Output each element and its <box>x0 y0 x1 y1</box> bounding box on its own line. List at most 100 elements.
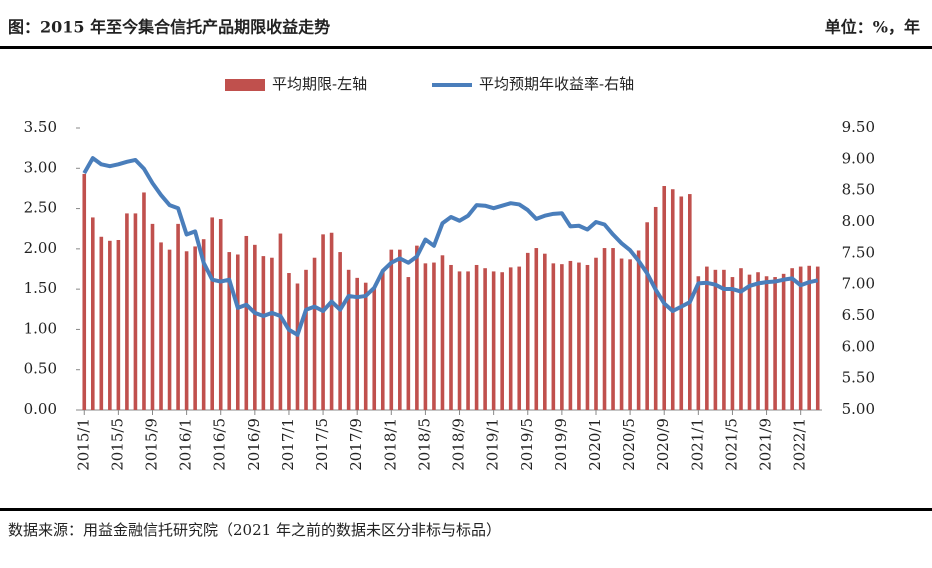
bar <box>227 252 232 410</box>
bar <box>253 244 257 410</box>
bar <box>125 213 129 410</box>
bar <box>543 253 547 410</box>
x-tick-label: 2015/9 <box>142 418 160 471</box>
y-tick-label: 1.00 <box>24 319 57 337</box>
bar <box>457 271 462 410</box>
bar <box>193 246 197 410</box>
bar <box>389 249 394 410</box>
bar <box>150 223 155 410</box>
bar <box>466 271 470 410</box>
bar <box>278 233 283 410</box>
bar <box>722 269 726 410</box>
bar <box>474 264 479 410</box>
x-tick-label: 2020/9 <box>654 418 672 471</box>
bar <box>508 267 513 410</box>
bar <box>210 217 214 410</box>
bar <box>747 274 752 410</box>
bar <box>99 236 104 410</box>
x-tick-label: 2016/9 <box>245 418 263 471</box>
bar <box>304 269 308 410</box>
y2-tick-label: 9.50 <box>842 118 875 136</box>
bar <box>218 219 223 410</box>
bar <box>159 242 163 410</box>
bar <box>363 282 368 410</box>
bar <box>662 186 667 410</box>
x-tick-label: 2017/1 <box>279 418 297 471</box>
bar <box>619 258 624 410</box>
bar <box>312 257 317 410</box>
x-tick-label: 2021/1 <box>688 418 706 471</box>
bar <box>287 273 291 410</box>
bar <box>636 250 641 410</box>
y2-tick-label: 7.50 <box>842 243 875 261</box>
y2-tick-label: 8.50 <box>842 181 875 199</box>
x-tick-label: 2016/1 <box>177 418 195 471</box>
chart-title: 图：2015 年至今集合信托产品期限收益走势 <box>8 18 330 37</box>
bar <box>696 276 701 410</box>
x-tick-label: 2018/9 <box>450 418 468 471</box>
x-tick-label: 2017/5 <box>313 418 331 471</box>
bar <box>184 251 189 410</box>
bar <box>602 248 607 410</box>
y2-tick-label: 7.00 <box>842 275 875 293</box>
y-tick-label: 0.50 <box>24 360 57 378</box>
bar <box>440 255 445 410</box>
x-tick-label: 2018/5 <box>415 418 433 471</box>
bar <box>798 266 803 410</box>
bar <box>517 266 522 410</box>
x-tick-label: 2016/5 <box>211 418 229 471</box>
y-tick-label: 1.50 <box>24 279 57 297</box>
bar <box>815 266 820 410</box>
bar <box>670 189 675 410</box>
bar <box>679 196 684 410</box>
bar <box>380 269 385 410</box>
bar <box>483 268 487 410</box>
bar <box>628 259 632 410</box>
bar <box>82 173 87 410</box>
bar <box>261 256 266 410</box>
bar <box>415 245 419 410</box>
bar <box>807 265 812 410</box>
x-tick-label: 2019/5 <box>518 418 536 471</box>
bar <box>329 232 334 410</box>
x-tick-label: 2018/1 <box>381 418 399 471</box>
legend-label: 平均期限-左轴 <box>272 75 367 93</box>
bar <box>133 213 138 410</box>
bar <box>423 263 428 410</box>
bar <box>594 257 598 410</box>
bar <box>142 192 146 410</box>
x-tick-label: 2019/9 <box>552 418 570 471</box>
x-tick-label: 2017/9 <box>347 418 365 471</box>
bar <box>611 248 615 410</box>
y2-tick-label: 5.50 <box>842 369 875 387</box>
x-tick-label: 2022/1 <box>791 418 809 471</box>
legend-label: 平均预期年收益率-右轴 <box>479 75 634 93</box>
bar <box>713 269 718 410</box>
bar <box>645 222 649 410</box>
bar <box>790 268 794 410</box>
bar <box>398 249 402 410</box>
bar <box>321 234 325 410</box>
bar <box>781 273 786 410</box>
bar <box>764 276 769 410</box>
bar <box>773 277 777 410</box>
y-tick-label: 3.50 <box>24 118 57 136</box>
bar <box>500 272 504 410</box>
bar <box>585 264 590 410</box>
bar <box>653 206 658 410</box>
bar <box>355 277 359 410</box>
y-tick-label: 2.00 <box>24 239 57 257</box>
bar <box>108 240 112 410</box>
legend-swatch <box>225 79 265 91</box>
x-tick-label: 2021/9 <box>757 418 775 471</box>
y-tick-label: 0.00 <box>24 400 57 418</box>
bar <box>244 235 249 410</box>
x-tick-label: 2020/5 <box>620 418 638 471</box>
bar <box>705 266 709 410</box>
y2-tick-label: 6.50 <box>842 306 875 324</box>
bar <box>90 217 95 410</box>
bar <box>372 287 377 410</box>
bar <box>449 264 453 410</box>
bar <box>346 269 351 410</box>
bar <box>756 272 760 410</box>
